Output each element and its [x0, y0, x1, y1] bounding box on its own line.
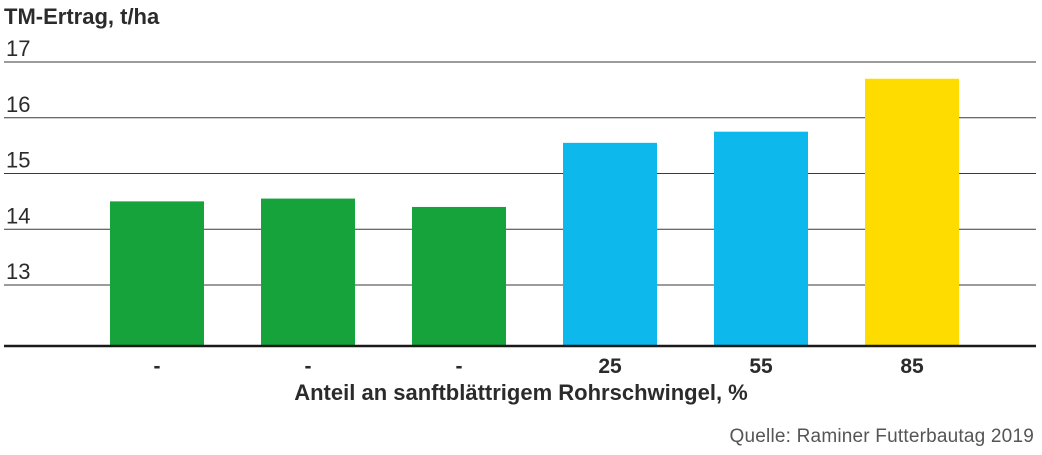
- x-tick-label: 85: [900, 355, 924, 378]
- y-tick-label: 15: [6, 148, 30, 173]
- x-tick-label: -: [154, 355, 161, 378]
- bar-3: [412, 206, 506, 346]
- y-axis-title: TM-Ertrag, t/ha: [4, 4, 160, 29]
- source-note: Quelle: Raminer Futterbautag 2019: [729, 426, 1034, 447]
- bar-4: [563, 142, 657, 346]
- x-tick-label: -: [456, 355, 463, 378]
- bar-2: [261, 198, 355, 346]
- x-tick-label: -: [305, 355, 312, 378]
- x-tick-label: 25: [598, 355, 622, 378]
- x-axis-title: Anteil an sanftblättrigem Rohrschwingel,…: [294, 380, 748, 405]
- y-tick-label: 13: [6, 259, 30, 284]
- y-tick-label: 16: [6, 92, 30, 117]
- bar-1: [110, 201, 204, 346]
- bar-6: [865, 78, 959, 346]
- bar-5: [714, 131, 808, 346]
- x-tick-label: 55: [749, 355, 773, 378]
- y-tick-label: 14: [6, 203, 30, 228]
- y-tick-label: 17: [6, 36, 30, 61]
